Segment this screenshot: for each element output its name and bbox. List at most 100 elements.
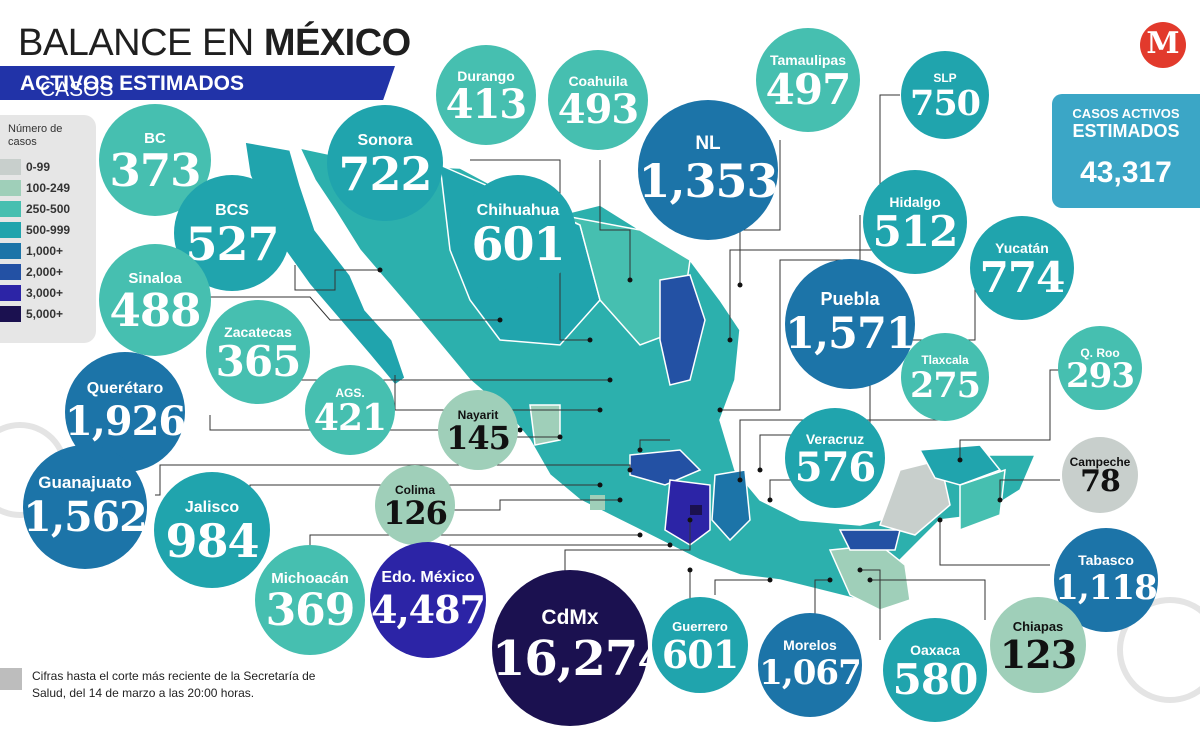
state-name: Colima <box>394 483 435 497</box>
state-value: 413 <box>445 81 528 128</box>
state-name: Puebla <box>820 289 880 309</box>
state-value: 601 <box>661 632 739 677</box>
state-name: Morelos <box>783 637 837 653</box>
state-name: Tabasco <box>1078 552 1134 568</box>
state-name: Tamaulipas <box>770 52 846 68</box>
state-value: 78 <box>1080 464 1121 499</box>
state-name: NL <box>695 133 721 154</box>
state-value: 421 <box>313 397 387 439</box>
map-cdmx <box>690 505 702 515</box>
map-nayarit <box>529 404 561 446</box>
legend: Número de casos 0-99 100-249 250-500 500-99… <box>0 115 96 343</box>
state-bubble: Sinaloa 488 <box>99 244 211 356</box>
state-name: AGS. <box>335 386 365 400</box>
state-name: Nayarit <box>457 408 499 422</box>
state-bubble: Zacatecas 365 <box>206 300 310 404</box>
state-bubble: Jalisco 984 <box>154 472 270 588</box>
legend-swatch <box>0 306 21 322</box>
state-bubble: NL 1,353 <box>638 100 779 240</box>
legend-swatch <box>0 222 21 238</box>
map-edomex <box>664 479 711 546</box>
state-value: 1,067 <box>759 653 861 693</box>
subtitle-bar: CASOS ACTIVOS ESTIMADOS <box>0 66 395 100</box>
state-value: 774 <box>979 253 1066 302</box>
state-bubble: AGS. 421 <box>305 365 395 455</box>
state-bubble: BC 373 <box>99 104 211 216</box>
state-value: 576 <box>794 444 877 491</box>
milenio-logo: M <box>1140 22 1186 68</box>
state-value: 1,562 <box>23 493 147 541</box>
state-name: Tlaxcala <box>921 353 969 367</box>
state-value: 1,926 <box>65 398 186 445</box>
state-name: SLP <box>933 71 957 85</box>
legend-item: 2,000+ <box>0 262 96 282</box>
state-bubble: Nayarit 145 <box>438 390 518 470</box>
state-value: 497 <box>765 65 852 114</box>
legend-item: 250-500 <box>0 199 96 219</box>
legend-item: 5,000+ <box>0 304 96 324</box>
state-value: 580 <box>892 655 979 704</box>
leader-dots <box>377 267 1003 583</box>
state-name: Edo. México <box>381 569 475 586</box>
state-bubble: Colima 126 <box>375 465 455 545</box>
legend-swatch <box>0 243 21 259</box>
subtitle: CASOS ACTIVOS ESTIMADOS <box>20 72 245 101</box>
page-title: BALANCE EN MÉXICO <box>18 22 411 64</box>
state-bubble: Puebla 1,571 <box>785 259 916 389</box>
state-name: Chiapas <box>1012 619 1064 634</box>
state-value: 369 <box>265 585 356 636</box>
map-qroo <box>959 468 1006 532</box>
state-bubble: Tlaxcala 275 <box>901 333 989 421</box>
state-bubble: SLP 750 <box>901 51 989 139</box>
state-name: Q. Roo <box>1080 346 1120 360</box>
map-colima <box>590 495 605 510</box>
legend-item: 1,000+ <box>0 241 96 261</box>
state-name: Zacatecas <box>224 324 292 340</box>
state-bubble: Michoacán 369 <box>255 545 365 655</box>
state-bubble: Chiapas 123 <box>990 597 1086 693</box>
map-tabasco <box>838 529 901 551</box>
state-name: Guerrero <box>672 619 728 634</box>
legend-label: 250-500 <box>26 202 71 216</box>
footnote-marker <box>0 668 22 690</box>
legend-item: 500-999 <box>0 220 96 240</box>
state-name: Campeche <box>1069 455 1131 469</box>
legend-heading: Número de casos <box>8 123 63 148</box>
state-value: 145 <box>446 419 511 457</box>
state-value: 373 <box>109 144 202 197</box>
legend-swatch <box>0 264 21 280</box>
state-bubble: Morelos 1,067 <box>758 613 862 717</box>
state-bubble: Durango 413 <box>436 45 536 145</box>
legend-swatch <box>0 201 21 217</box>
state-bubble: Edo. México 4,487 <box>370 542 486 658</box>
state-name: Sinaloa <box>128 270 182 287</box>
state-value: 601 <box>471 217 565 271</box>
state-value: 1,353 <box>638 154 778 208</box>
state-value: 984 <box>165 514 259 568</box>
legend-swatch <box>0 159 21 175</box>
state-name: Chihuahua <box>476 202 560 219</box>
state-bubble: Coahuila 493 <box>548 50 648 150</box>
legend-swatch <box>0 180 21 196</box>
legend-label: 100-249 <box>26 181 71 195</box>
state-value: 123 <box>999 632 1077 677</box>
state-value: 1,571 <box>785 309 916 359</box>
state-value: 488 <box>109 284 202 337</box>
state-value: 493 <box>557 86 640 133</box>
legend-label: 3,000+ <box>26 286 64 300</box>
map-yucatan <box>918 444 1002 486</box>
state-name: Sonora <box>357 132 413 149</box>
state-bubble: Guerrero 601 <box>652 597 748 693</box>
state-value: 527 <box>185 217 279 271</box>
state-bubble: Oaxaca 580 <box>883 618 987 722</box>
state-bubble: Tamaulipas 497 <box>756 28 860 132</box>
state-bubble: Hidalgo 512 <box>863 170 967 274</box>
legend-item: 0-99 <box>0 157 96 177</box>
state-bubble: Q. Roo 293 <box>1058 326 1142 410</box>
state-name: Querétaro <box>86 380 164 397</box>
legend-item: 3,000+ <box>0 283 96 303</box>
state-name: BCS <box>215 202 249 219</box>
state-bubble: Tabasco 1,118 <box>1054 528 1158 632</box>
state-value: 16,274 <box>492 631 671 687</box>
legend-label: 0-99 <box>26 160 51 174</box>
